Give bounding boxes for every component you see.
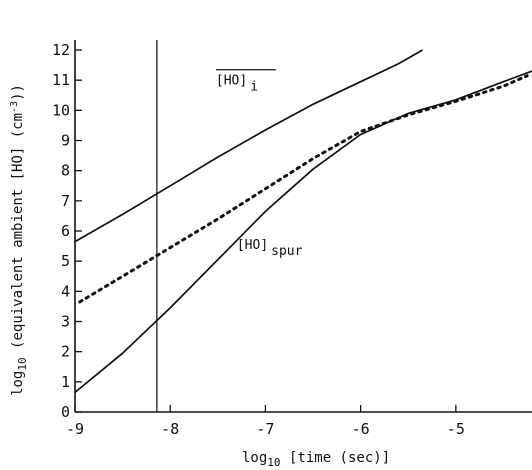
annotation-label-1: [HO] i bbox=[216, 74, 258, 95]
y-tick-label: 10 bbox=[52, 101, 70, 119]
series-line-3 bbox=[74, 70, 532, 394]
y-tick-label: 6 bbox=[61, 222, 70, 240]
y-tick-label: 8 bbox=[61, 162, 70, 180]
x-tick-label: -8 bbox=[161, 420, 179, 438]
y-tick-label: 7 bbox=[61, 192, 70, 210]
y-tick-label: 2 bbox=[61, 343, 70, 361]
x-tick-label: -9 bbox=[66, 420, 84, 438]
y-tick-label: 5 bbox=[61, 252, 70, 270]
x-tick-label: -5 bbox=[447, 420, 465, 438]
y-tick-label: 4 bbox=[61, 282, 70, 300]
y-axis-label: log10 (equivalent ambient [HO] (cm-3)) bbox=[9, 84, 29, 396]
x-tick-label: -7 bbox=[256, 420, 274, 438]
x-tick-label: -6 bbox=[352, 420, 370, 438]
series-line-2 bbox=[78, 74, 529, 304]
y-tick-label: 12 bbox=[52, 41, 70, 59]
axes bbox=[74, 40, 532, 413]
y-tick-label: 11 bbox=[52, 71, 70, 89]
annotations: [HO] i [HO] spur bbox=[215, 69, 303, 259]
y-tick-label: 9 bbox=[61, 132, 70, 150]
y-tick-label: 1 bbox=[61, 373, 70, 391]
y-tick-label: 3 bbox=[61, 313, 70, 331]
x-axis-label: log10 [time (sec)] bbox=[242, 450, 390, 469]
series-line-1 bbox=[74, 49, 423, 243]
series-group bbox=[74, 49, 532, 394]
y-tick-label: 0 bbox=[61, 403, 70, 421]
annotation-label-2: [HO] spur bbox=[237, 238, 303, 259]
